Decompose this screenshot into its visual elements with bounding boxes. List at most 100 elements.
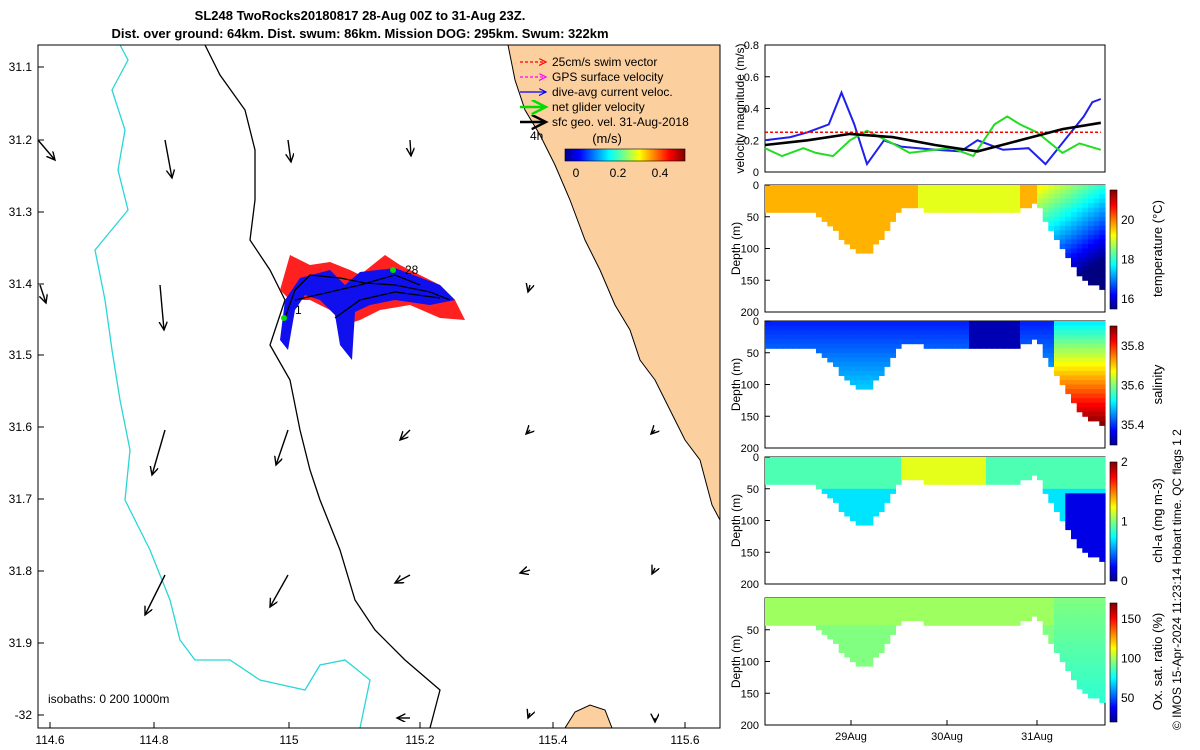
section-cell xyxy=(776,598,783,604)
section-cell xyxy=(884,625,891,631)
section-cell xyxy=(1088,352,1095,358)
section-cell xyxy=(895,189,902,195)
section-cell xyxy=(861,194,868,200)
section-cell xyxy=(1042,207,1049,213)
section-cell xyxy=(855,339,862,345)
section-cell xyxy=(1048,361,1055,367)
section-cell xyxy=(1008,598,1015,604)
section-cell xyxy=(1065,661,1072,667)
section-cell xyxy=(895,620,902,626)
section-cell xyxy=(861,516,868,522)
section-cell xyxy=(1099,670,1106,676)
section-cell xyxy=(1059,461,1066,467)
section-cell xyxy=(793,479,800,485)
section-cell xyxy=(838,339,845,345)
section-cell xyxy=(1031,607,1038,613)
section-cell xyxy=(974,343,981,349)
section-cell xyxy=(872,643,879,649)
section-cell xyxy=(946,203,953,209)
section-cell xyxy=(861,225,868,231)
section-cell xyxy=(765,321,772,327)
section-cell xyxy=(918,616,925,622)
section-cell xyxy=(861,361,868,367)
section-cell xyxy=(884,352,891,358)
section-cell xyxy=(957,607,964,613)
section-cell xyxy=(810,461,817,467)
section-cell xyxy=(912,330,919,336)
section-cell xyxy=(850,598,857,604)
section-cell xyxy=(940,185,947,191)
section-cell xyxy=(1054,493,1061,499)
section-cell xyxy=(1071,497,1078,503)
section-cell xyxy=(1059,634,1066,640)
section-cell xyxy=(770,198,777,204)
section-cell xyxy=(1054,207,1061,213)
section-cell xyxy=(1093,502,1100,508)
glider-current-vectors xyxy=(280,268,455,360)
section-cell xyxy=(980,607,987,613)
section-cell xyxy=(816,207,823,213)
section-cell xyxy=(1054,497,1061,503)
section-cell xyxy=(816,339,823,345)
section-cell xyxy=(867,348,874,354)
imos-stamp: © IMOS 15-Apr-2024 11:23:14 Hobart time.… xyxy=(1170,429,1184,730)
section-cell xyxy=(821,479,828,485)
section-cell xyxy=(901,198,908,204)
section-cell xyxy=(1082,516,1089,522)
section-cell xyxy=(833,497,840,503)
section-cell xyxy=(1014,611,1021,617)
section-cell xyxy=(1093,221,1100,227)
section-cell xyxy=(821,611,828,617)
section-cell xyxy=(946,321,953,327)
section-cell xyxy=(1088,484,1095,490)
section-cell xyxy=(1099,416,1106,422)
section-cell xyxy=(838,466,845,472)
section-cell xyxy=(827,629,834,635)
section-cell xyxy=(923,466,930,472)
section-cell xyxy=(765,475,772,481)
section-cell xyxy=(844,638,851,644)
section-cell xyxy=(1076,506,1083,512)
section-cell xyxy=(1082,221,1089,227)
section-cell xyxy=(821,629,828,635)
section-cell xyxy=(850,497,857,503)
section-cell xyxy=(776,475,783,481)
section-cell xyxy=(1003,189,1010,195)
section-cell xyxy=(1093,185,1100,191)
section-cell xyxy=(935,343,942,349)
section-cell xyxy=(861,629,868,635)
section-cell xyxy=(991,343,998,349)
section-cell xyxy=(935,325,942,331)
section-cell xyxy=(861,321,868,327)
section-cell xyxy=(1082,212,1089,218)
section-cell xyxy=(1071,616,1078,622)
section-cell xyxy=(974,457,981,463)
section-colorbar-tick: 50 xyxy=(1121,691,1135,705)
section-cell xyxy=(980,325,987,331)
section-cell xyxy=(838,225,845,231)
section-colorbar-tick: 150 xyxy=(1121,612,1141,626)
section-cell xyxy=(833,625,840,631)
section-cell xyxy=(1076,679,1083,685)
section-cell xyxy=(884,194,891,200)
section-cell xyxy=(963,194,970,200)
section-cell xyxy=(861,634,868,640)
section-cell xyxy=(1065,357,1072,363)
section-cell xyxy=(1071,675,1078,681)
section-cell xyxy=(1071,466,1078,472)
section-cell xyxy=(1076,502,1083,508)
lat-tick-label: 31.2 xyxy=(9,133,33,147)
section-cell xyxy=(861,616,868,622)
section-cell xyxy=(867,475,874,481)
velocity-plot-frame xyxy=(764,44,1106,173)
section-cell xyxy=(844,652,851,658)
section-cell xyxy=(1008,334,1015,340)
section-cell xyxy=(838,207,845,213)
section-cell xyxy=(1025,321,1032,327)
section-cell xyxy=(929,185,936,191)
section-cell xyxy=(816,607,823,613)
section-cell xyxy=(1014,198,1021,204)
section-cell xyxy=(1099,543,1106,549)
section-cell xyxy=(1099,257,1106,263)
section-cell xyxy=(787,334,794,340)
